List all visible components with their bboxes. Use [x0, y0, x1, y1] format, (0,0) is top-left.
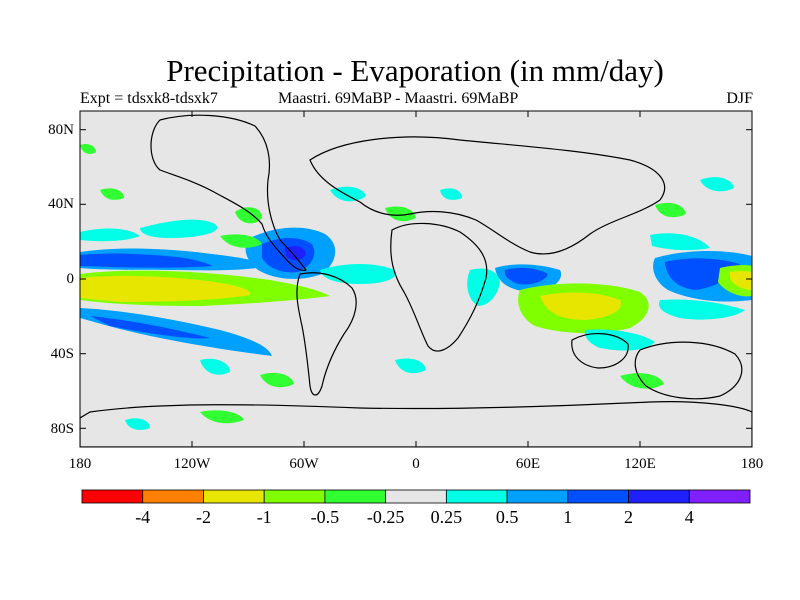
contour-positive-20 [440, 188, 462, 200]
contour-positive-16 [665, 258, 740, 290]
lat-tick-label: 40N [48, 196, 74, 212]
contour-negative-025-5 [80, 143, 96, 154]
colorbar-label: -4 [135, 507, 151, 527]
contour-positive-2 [80, 253, 212, 268]
lat-tick-label: 40S [50, 346, 74, 362]
india-outline [571, 333, 629, 369]
colorbar-label: 0.5 [495, 507, 519, 527]
lon-tick-label: 120W [173, 456, 211, 472]
period-label: Maastri. 69MaBP - Maastri. 69MaBP [278, 90, 519, 107]
north-america-outline [150, 114, 307, 271]
contour-negative-025 [235, 207, 262, 224]
contour-negative-025-9 [200, 410, 244, 424]
colorbar-box [567, 489, 629, 504]
lon-tick-label: 120E [624, 456, 656, 472]
contour-negative-025-2 [220, 234, 262, 248]
lat-tick-label: 80S [50, 421, 74, 437]
contour-positive-14 [584, 329, 655, 351]
colorbar-box [81, 489, 144, 504]
colorbar-label: 2 [624, 507, 633, 527]
season-label: DJF [726, 90, 753, 107]
colorbar-label: 1 [563, 507, 573, 527]
contour-positive-18 [650, 233, 710, 251]
contour-negative-025-6 [100, 188, 124, 200]
contour-positive-5 [140, 219, 218, 238]
contour-positive-23 [395, 358, 426, 374]
coastlines [80, 114, 752, 447]
map-title: Precipitation - Evaporation (in mm/day) [166, 53, 664, 88]
africa-outline [390, 222, 488, 352]
contour-positive-9 [285, 246, 306, 261]
contour-positive-21 [700, 177, 734, 192]
contour-negative-1-3 [730, 271, 752, 290]
lon-tick-label: 60E [515, 456, 541, 472]
colorbar [81, 489, 751, 504]
contour-positive-12 [504, 267, 548, 285]
contour-fields [80, 143, 752, 430]
colorbar-box [324, 489, 387, 504]
experiment-label: Expt = tdsxk8-tdsxk7 [80, 90, 218, 107]
colorbar-box [385, 489, 447, 504]
eurasia-outline [309, 136, 666, 255]
south-america-outline [296, 272, 357, 396]
contour-positive-6 [80, 228, 140, 242]
lon-tick-label: 0 [412, 456, 420, 472]
colorbar-label: -2 [196, 507, 211, 527]
colorbar-label: -0.5 [310, 507, 340, 527]
lat-tick-label: 80N [48, 122, 74, 138]
contour-positive-17 [658, 299, 745, 320]
contour-negative-025-7 [260, 372, 294, 388]
lon-tick-label: 180 [68, 456, 92, 472]
australia-outline [634, 341, 743, 400]
colorbar-label: 4 [684, 507, 694, 527]
colorbar-box [203, 489, 265, 504]
colorbar-box [263, 489, 326, 504]
contour-negative-1-2 [540, 292, 621, 320]
lon-tick-label: 180 [740, 456, 764, 472]
axis-ticks [80, 111, 752, 447]
contour-negative-025-4 [655, 202, 686, 218]
contour-negative-1 [80, 275, 251, 302]
antarctica-outline [80, 401, 752, 447]
lon-tick-label: 60W [289, 456, 319, 472]
contour-positive-4 [90, 316, 210, 339]
lat-tick-label: 0 [66, 271, 75, 287]
colorbar-box [142, 489, 204, 504]
contour-positive-22 [200, 358, 230, 375]
colorbar-box [688, 489, 751, 504]
colorbar-label: -0.25 [366, 507, 405, 527]
colorbar-box [445, 489, 508, 504]
colorbar-box [628, 489, 690, 504]
contour-positive-24 [125, 418, 150, 430]
colorbar-label: -1 [256, 507, 272, 527]
colorbar-box [506, 489, 569, 504]
colorbar-label: 0.25 [430, 507, 463, 527]
contour-negative-025-3 [385, 206, 416, 222]
